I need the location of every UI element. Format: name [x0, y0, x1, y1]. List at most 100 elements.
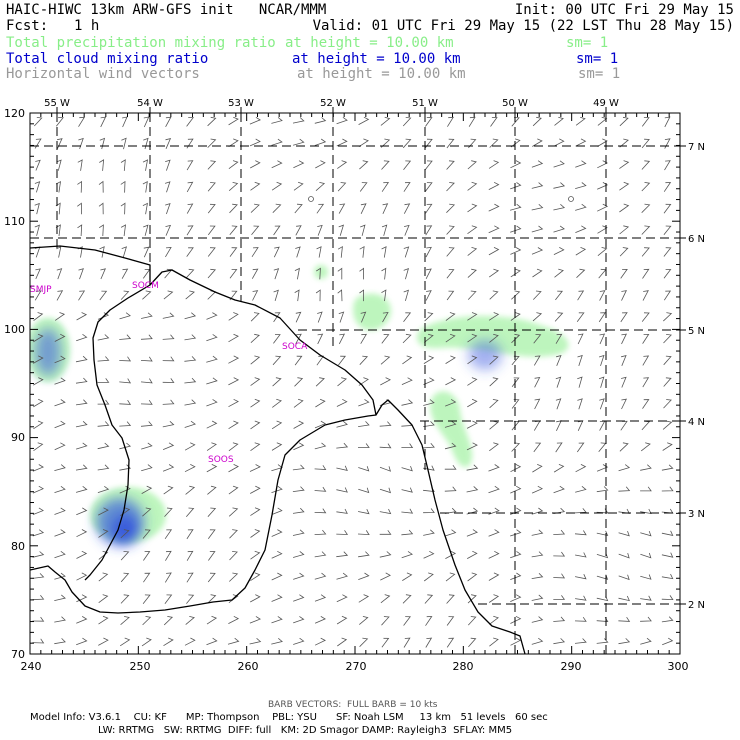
wind-barb: [467, 225, 478, 235]
wind-barb: [207, 507, 217, 517]
wind-barb: [54, 420, 66, 429]
wind-barb: [271, 160, 283, 169]
wind-barb: [293, 616, 305, 624]
wind-barb: [32, 529, 45, 537]
wind-barb: [619, 203, 630, 213]
wind-barb: [618, 574, 630, 581]
wind-barb: [423, 529, 435, 536]
wind-barb: [229, 269, 238, 279]
wind-barb: [251, 247, 259, 258]
wind-barb: [575, 552, 587, 558]
wind-barb: [574, 616, 587, 622]
wind-barb: [97, 378, 110, 383]
wind-barb: [229, 225, 238, 235]
wind-barb: [186, 138, 194, 149]
wind-barb: [77, 202, 82, 215]
wind-barb: [359, 355, 369, 365]
wind-barb: [663, 377, 672, 387]
wind-barb: [228, 485, 239, 495]
wind-barb: [271, 507, 283, 515]
wind-barb: [250, 485, 261, 494]
wind-barb: [382, 312, 389, 323]
wind-barb: [35, 159, 41, 171]
wind-barb: [444, 442, 457, 450]
wind-barb: [597, 247, 608, 257]
wind-barb: [532, 268, 543, 278]
wind-barb: [468, 616, 477, 626]
wind-barb: [598, 442, 607, 452]
wind-barb: [273, 289, 279, 302]
wind-barb: [553, 203, 566, 211]
wind-barb: [599, 333, 606, 345]
wind-barb: [511, 442, 521, 452]
wind-barb: [445, 355, 456, 364]
wind-barb: [533, 290, 542, 300]
wind-barb: [293, 160, 305, 169]
wind-barb: [293, 594, 305, 602]
wind-barb: [533, 355, 541, 366]
wind-barb: [467, 550, 478, 559]
wind-barb: [32, 616, 45, 622]
wind-barb: [163, 485, 174, 495]
wind-barb: [293, 420, 305, 429]
wind-barb: [663, 269, 672, 279]
wind-barb: [661, 464, 674, 471]
wind-barb: [140, 399, 153, 405]
wind-barb: [424, 182, 433, 192]
wind-barb: [76, 333, 88, 342]
wind-barb: [314, 508, 327, 514]
wind-barb: [164, 529, 173, 540]
wind-barb: [533, 420, 541, 431]
wind-barb: [445, 399, 457, 407]
wind-barbs: [32, 116, 674, 648]
wind-barb: [271, 550, 283, 559]
wind-barb: [76, 616, 88, 624]
wind-barb: [336, 465, 348, 471]
wind-barb: [467, 355, 478, 365]
wind-barb: [317, 333, 324, 345]
wind-barb: [576, 268, 586, 278]
wind-barb: [250, 507, 261, 516]
wind-barb: [467, 312, 478, 321]
wind-barb: [75, 464, 88, 471]
wind-barb: [184, 312, 197, 320]
wind-barb: [98, 529, 109, 538]
wind-barb: [336, 116, 348, 125]
wind-barb: [359, 289, 365, 302]
wind-barb: [358, 399, 370, 407]
wind-barb: [642, 290, 649, 301]
wind-barb: [577, 398, 583, 410]
wind-barb: [143, 224, 149, 236]
wind-barb: [641, 312, 650, 322]
wind-barb: [207, 485, 217, 495]
wind-barb: [56, 159, 62, 171]
wind-barb: [120, 616, 130, 626]
wind-barb: [488, 225, 500, 234]
wind-barb: [358, 443, 370, 448]
wind-barb: [577, 333, 584, 345]
wind-barb: [574, 508, 587, 514]
wind-barb: [163, 616, 174, 626]
wind-barb: [207, 182, 216, 192]
field-cloud-sm: sm= 1: [576, 51, 619, 67]
wind-barb: [54, 507, 66, 515]
wind-barb: [359, 160, 369, 170]
wind-barb: [532, 312, 543, 322]
wind-barb: [293, 637, 305, 645]
station-socm: SOCM: [132, 281, 159, 291]
wind-barb: [186, 529, 194, 540]
wind-barb: [446, 160, 455, 170]
wind-barb: [141, 312, 153, 319]
wind-barb: [206, 420, 218, 429]
wind-barb: [381, 246, 387, 258]
wind-barb: [381, 289, 387, 302]
wind-barb: [185, 507, 195, 518]
wind-barb: [641, 160, 651, 170]
wind-barb: [640, 442, 651, 452]
wind-barb: [338, 333, 346, 345]
wind-barb: [98, 180, 104, 193]
wind-barb: [271, 420, 283, 430]
wind-barb: [555, 398, 562, 410]
wind-barb: [446, 637, 455, 648]
wind-barb: [358, 466, 370, 472]
